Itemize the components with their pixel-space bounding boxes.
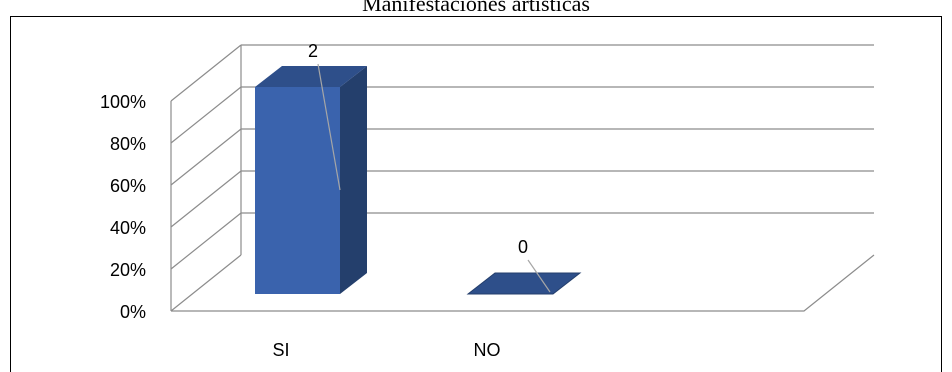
data-label-leader	[527, 259, 551, 293]
category-label: NO	[474, 340, 501, 360]
data-label: 2	[308, 41, 318, 61]
data-label: 0	[518, 237, 528, 257]
gridline-side	[170, 254, 242, 312]
data-label-leader	[317, 63, 341, 191]
gridline-side	[170, 44, 242, 102]
gridline-side	[170, 128, 242, 186]
category-label: SI	[272, 340, 289, 360]
floor-edge	[171, 254, 875, 312]
bar-top	[255, 66, 367, 87]
gridline-side	[170, 170, 242, 228]
y-tick-label: 80%	[110, 134, 146, 154]
bar-side	[340, 66, 367, 294]
y-tick-label: 60%	[110, 176, 146, 196]
y-tick-label: 40%	[110, 218, 146, 238]
gridline-side	[170, 212, 242, 270]
bar-top	[466, 272, 582, 295]
chart-title: Manifestaciones artísticas	[362, 0, 590, 16]
bar-front	[255, 87, 340, 294]
gridline-side	[170, 86, 242, 144]
y-tick-label: 20%	[110, 260, 146, 280]
y-tick-label: 100%	[100, 92, 146, 112]
y-tick-label: 0%	[120, 302, 146, 322]
